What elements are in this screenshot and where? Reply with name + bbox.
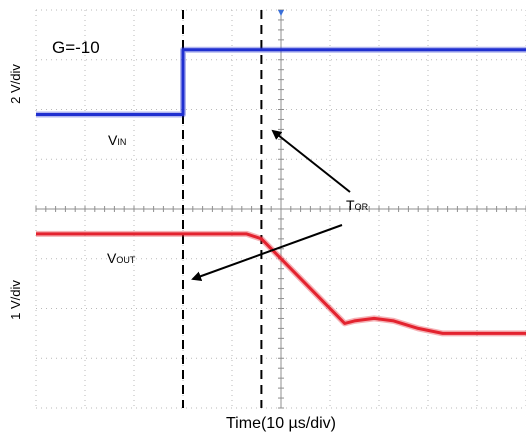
vout-label-main: V: [107, 250, 117, 266]
gain-label: G=-10: [52, 38, 100, 57]
y-axis-label-top: 2 V/div: [8, 64, 23, 104]
vin-label-sub: IN: [117, 137, 126, 147]
tor-label-sub: OR: [355, 202, 369, 212]
trace-2: [36, 232, 526, 335]
tor-arrow-lower: [191, 224, 343, 281]
tor-label-main: T: [346, 197, 355, 213]
traces: [36, 46, 526, 337]
tor-arrow-upper: [271, 129, 351, 193]
trace-1: [36, 48, 526, 116]
vin-label-main: V: [108, 132, 118, 148]
vout-label: VOUT: [107, 250, 136, 266]
tor-label: TOR: [346, 197, 369, 213]
graticule: [35, 9, 526, 409]
x-axis-label: Time(10 µs/div): [226, 415, 336, 432]
vin-label: VIN: [108, 132, 126, 148]
vout-label-sub: OUT: [116, 255, 136, 265]
trigger-marker: [278, 10, 284, 16]
y-axis-label-bottom: 1 V/div: [8, 280, 23, 320]
